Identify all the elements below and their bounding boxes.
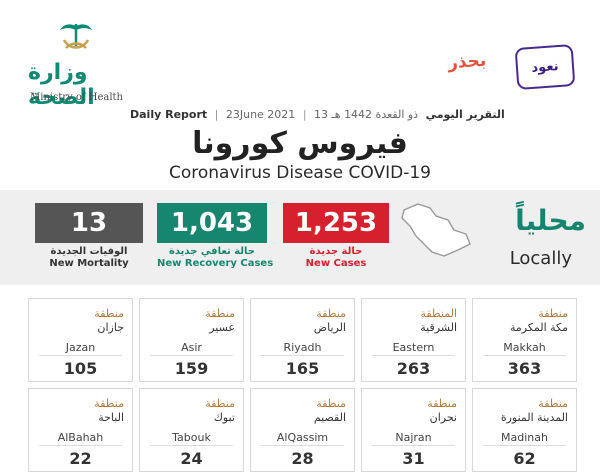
region-name-ar: مكة المكرمة <box>509 321 568 334</box>
region-card-makkah: منطقة مكة المكرمة Makkah 363 <box>472 298 577 382</box>
region-kind: منطقة <box>316 307 346 320</box>
region-kind: منطقة <box>205 397 235 410</box>
region-card-albahah: منطقة الباحة AlBahah 22 <box>28 388 133 472</box>
region-card-riyadh: منطقة الرياض Riyadh 165 <box>250 298 355 382</box>
region-card-tabouk: منطقة تبوك Tabouk 24 <box>139 388 244 472</box>
campaign-word-1: نعود <box>514 44 576 90</box>
region-kind: منطقة <box>538 397 568 410</box>
campaign-logo: بحذر نعود <box>447 42 576 90</box>
region-name-ar: تبوك <box>213 411 235 424</box>
region-kind: منطقة <box>94 307 124 320</box>
region-cases: 159 <box>174 359 209 378</box>
title-en: Coronavirus Disease COVID-19 <box>168 163 431 183</box>
region-kind: منطقة <box>205 307 235 320</box>
palm-emblem-icon <box>60 24 92 49</box>
region-card-madinah: منطقة المدينة المنورة Madinah 62 <box>472 388 577 472</box>
region-card-alqassim: منطقة القصيم AlQassim 28 <box>250 388 355 472</box>
stat-recovery-label-ar: حالة تعافي جديدة <box>169 246 255 257</box>
region-kind: منطقة <box>316 397 346 410</box>
campaign-word-2: بحذر <box>447 50 487 74</box>
moh-name-en: Ministry of Health <box>30 92 123 103</box>
saudi-map-icon <box>401 203 471 257</box>
region-cases: 263 <box>396 359 431 378</box>
region-name-ar: الشرقية <box>420 321 457 334</box>
region-card-asir: منطقة عسير Asir 159 <box>139 298 244 382</box>
stat-mortality-label-en: New Mortality <box>49 258 129 269</box>
report-date-en: 23June 2021 <box>225 108 296 121</box>
stat-recovery: 1,043 حالة تعافي جديدة New Recovery Case… <box>157 203 274 269</box>
moh-logo: وزارة الصحة Ministry of Health <box>18 20 138 110</box>
stat-new-cases: 1,253 حالة جديدة New Cases <box>283 203 389 269</box>
region-name-ar: القصيم <box>313 411 346 424</box>
region-card-eastern: المنطقة الشرقية Eastern 263 <box>361 298 466 382</box>
region-name-en: Asir <box>181 341 202 354</box>
region-name-en: AlQassim <box>276 431 329 444</box>
stat-mortality: 13 الوفيات الجديدة New Mortality <box>35 203 143 269</box>
title-ar: فيروس كورونا <box>192 126 408 161</box>
region-kind: منطقة <box>427 397 457 410</box>
region-name-ar: الباحة <box>98 411 124 424</box>
locally-ar: محلياً <box>515 204 586 237</box>
region-name-ar: عسير <box>209 321 235 334</box>
region-card-jazan: منطقة جازان Jazan 105 <box>28 298 133 382</box>
stat-new-cases-label-en: New Cases <box>305 258 367 269</box>
region-cases: 24 <box>180 449 203 468</box>
region-name-en: Jazan <box>65 341 96 354</box>
region-card-najran: منطقة نجران Najran 31 <box>361 388 466 472</box>
region-cases: 31 <box>402 449 425 468</box>
moh-name-ar: وزارة الصحة <box>28 60 95 110</box>
report-label-en: Daily Report <box>130 108 208 121</box>
region-name-ar: المدينة المنورة <box>500 411 568 424</box>
region-name-en: Madinah <box>501 431 548 444</box>
region-name-ar: نجران <box>429 411 457 424</box>
region-cases: 363 <box>507 359 542 378</box>
stat-new-cases-value: 1,253 <box>283 203 389 243</box>
region-cases: 165 <box>285 359 320 378</box>
region-name-en: Najran <box>395 431 432 444</box>
locally-en: Locally <box>509 248 572 269</box>
region-name-en: Eastern <box>392 341 435 354</box>
region-cases: 105 <box>63 359 98 378</box>
stat-mortality-value: 13 <box>35 203 143 243</box>
region-name-en: Tabouk <box>172 431 211 444</box>
report-line: Daily Report | 23June 2021 | 13 ذو القعد… <box>130 108 505 121</box>
region-name-en: Makkah <box>503 341 546 354</box>
region-cases: 28 <box>291 449 314 468</box>
region-kind: منطقة <box>538 307 568 320</box>
report-date-hijri: 13 ذو القعدة 1442 هـ <box>314 108 419 121</box>
stat-recovery-value: 1,043 <box>157 203 267 243</box>
region-kind: المنطقة <box>420 307 457 320</box>
stat-recovery-label-en: New Recovery Cases <box>157 258 274 269</box>
report-label-ar: التقرير اليومي <box>425 108 505 121</box>
region-cases: 22 <box>69 449 92 468</box>
region-cases: 62 <box>513 449 536 468</box>
stat-mortality-label-ar: الوفيات الجديدة <box>50 246 128 257</box>
region-name-en: AlBahah <box>57 431 104 444</box>
region-kind: منطقة <box>94 397 124 410</box>
stat-new-cases-label-ar: حالة جديدة <box>309 246 363 257</box>
region-name-ar: جازان <box>97 321 124 334</box>
region-name-en: Riyadh <box>283 341 322 354</box>
region-name-ar: الرياض <box>313 321 346 334</box>
